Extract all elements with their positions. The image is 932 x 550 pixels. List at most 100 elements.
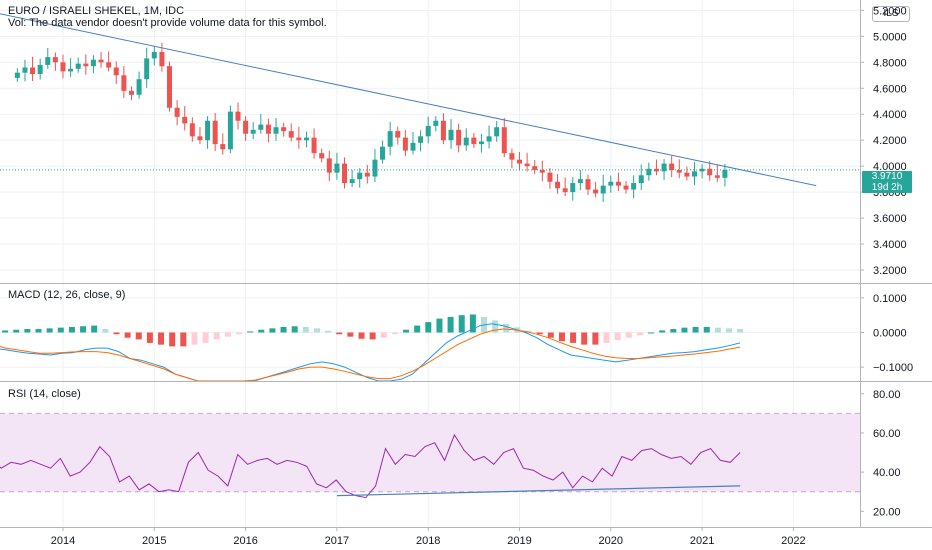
- macd-tick-label: −0.1000: [873, 362, 913, 374]
- rsi-pane[interactable]: [0, 412, 860, 499]
- volume-note: Vol: The data vendor doesn't provide vol…: [8, 17, 327, 29]
- candle-body: [60, 62, 66, 72]
- macd-hist-bar: [714, 327, 721, 333]
- price-tick-label: 4.0000: [873, 161, 907, 173]
- candle-body: [676, 170, 682, 173]
- candle-body: [395, 131, 401, 138]
- time-tick-label: 2018: [416, 535, 440, 547]
- time-tick-label: 2015: [142, 535, 166, 547]
- macd-hist-bar: [469, 314, 476, 333]
- candle-body: [189, 123, 195, 137]
- macd-hist-bar: [737, 329, 744, 333]
- macd-pane[interactable]: [0, 314, 744, 382]
- price-tick-label: 5.0000: [873, 31, 907, 43]
- candle-body: [357, 172, 363, 180]
- candle-body: [296, 137, 302, 141]
- macd-hist-bar: [369, 332, 376, 340]
- macd-hist-bar: [492, 320, 499, 333]
- macd-hist-bar: [536, 332, 543, 335]
- symbol-title: EURO / ISRAELI SHEKEL, 1M, IDC: [8, 5, 185, 17]
- time-tick-label: 2020: [599, 535, 623, 547]
- candle-body: [456, 129, 462, 146]
- macd-hist-bar: [380, 332, 387, 338]
- rsi-trendline: [336, 485, 741, 497]
- candle-body: [167, 66, 173, 108]
- macd-hist-bar: [124, 332, 131, 338]
- candle-body: [22, 67, 28, 73]
- candle-body: [555, 181, 561, 189]
- candle-body: [448, 129, 454, 141]
- price-tick-label: 3.4000: [873, 239, 907, 251]
- candle-body: [380, 146, 386, 160]
- rsi-tick-label: 80.00: [873, 389, 901, 401]
- candle-body: [463, 137, 469, 146]
- macd-hist-bar: [13, 329, 20, 333]
- macd-hist-bar: [659, 330, 666, 333]
- candle-body: [593, 189, 599, 194]
- macd-hist-bar: [80, 326, 87, 333]
- candle-body: [303, 137, 309, 141]
- candle-body: [433, 120, 439, 126]
- candle-body: [661, 163, 667, 172]
- macd-hist-bar: [302, 326, 309, 333]
- candle-body: [653, 168, 659, 172]
- price-pane[interactable]: [0, 8, 860, 202]
- candle-body: [128, 90, 134, 95]
- macd-hist-bar: [169, 332, 176, 347]
- macd-hist-bar: [102, 329, 109, 333]
- macd-tick-label: 0.1000: [873, 293, 907, 305]
- candle-body: [220, 144, 226, 150]
- candle-body: [478, 141, 484, 145]
- candle-body: [532, 166, 538, 171]
- candle-body: [243, 120, 249, 134]
- candle-body: [707, 168, 713, 176]
- candle-body: [364, 172, 370, 177]
- macd-hist-bar: [158, 332, 165, 345]
- macd-hist-bar: [726, 328, 733, 333]
- macd-hist-bar: [625, 332, 632, 338]
- candle-body: [418, 136, 424, 143]
- price-trendline: [0, 13, 817, 187]
- macd-hist-bar: [525, 330, 532, 333]
- macd-hist-bar: [224, 332, 231, 337]
- candle-body: [334, 163, 340, 173]
- price-tick-label: 4.4000: [873, 109, 907, 121]
- rsi-tick-label: 60.00: [873, 428, 901, 440]
- macd-hist-bar: [280, 326, 287, 333]
- macd-hist-bar: [447, 316, 454, 333]
- countdown: 19d 2h: [871, 182, 903, 193]
- macd-hist-bar: [403, 329, 410, 333]
- macd-hist-bar: [692, 326, 699, 333]
- candle-body: [288, 131, 294, 138]
- candle-body: [342, 163, 348, 184]
- macd-hist-bar: [2, 330, 9, 333]
- macd-hist-bar: [358, 332, 365, 339]
- candle-body: [113, 67, 119, 76]
- candle-body: [349, 179, 355, 184]
- candle-body: [90, 59, 96, 67]
- candle-body: [524, 163, 530, 167]
- candle-body: [326, 158, 332, 173]
- time-tick-label: 2019: [507, 535, 531, 547]
- candle-body: [258, 124, 264, 130]
- candle-body: [136, 79, 142, 95]
- time-tick-label: 2016: [233, 535, 257, 547]
- macd-tick-label: 0.0000: [873, 328, 907, 340]
- price-tick-label: 3.6000: [873, 213, 907, 225]
- macd-hist-bar: [46, 328, 53, 333]
- macd-hist-bar: [235, 332, 242, 335]
- macd-hist-bar: [202, 332, 209, 343]
- candle-body: [509, 153, 515, 160]
- candle-body: [68, 68, 74, 72]
- candle-body: [722, 170, 728, 178]
- price-tick-label: 5.2000: [873, 5, 907, 17]
- candle-body: [585, 179, 591, 190]
- candle-body: [75, 63, 81, 69]
- macd-hist-bar: [670, 329, 677, 333]
- macd-hist-bar: [703, 326, 710, 333]
- macd-line: [0, 323, 741, 382]
- candle-body: [319, 153, 325, 159]
- last-price-label: 3.9710 19d 2h: [862, 171, 912, 193]
- currency-badge[interactable]: ILS: [872, 6, 910, 22]
